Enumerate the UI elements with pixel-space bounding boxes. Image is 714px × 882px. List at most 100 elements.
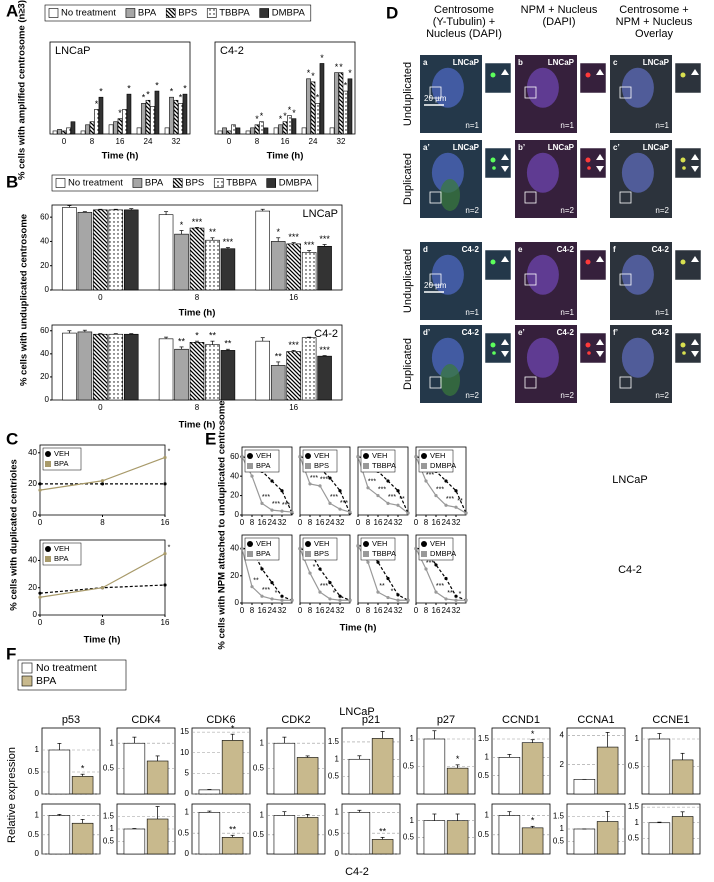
y-tick-label: 1.5 [103,812,115,821]
chart-title: CDK6 [206,714,235,726]
bar [154,90,160,135]
y-tick-label: 0.5 [178,828,190,837]
y-tick-label: 5 [185,768,190,777]
bar [61,130,67,135]
legend-swatch [45,451,51,457]
zoom-inset [674,249,702,281]
arrowhead [596,256,604,262]
point [308,571,312,575]
y-tick-label: 0 [35,789,40,798]
x-tick-label: 0 [356,606,361,615]
legend-box [51,174,319,192]
bar [164,127,170,135]
row-header: Duplicated [402,153,414,205]
x-tick-label: 16 [374,518,383,527]
significance: ** [457,498,463,505]
zoom-inset [484,147,512,179]
y-tick-label: 40 [230,471,239,480]
point [386,479,390,483]
bar [189,342,205,401]
significance: * [320,53,324,63]
bar [286,351,301,401]
cell-letter: d [423,245,428,254]
zoom-box [524,86,537,99]
point [100,586,105,590]
bar [315,103,320,135]
zoom-box [429,191,442,204]
legend-swatch [165,8,176,18]
point [386,576,390,581]
bar [70,121,76,135]
plot-frame [491,803,551,855]
point [376,560,380,564]
point [444,597,448,601]
nucleus [621,254,654,295]
y-tick-label: 1 [485,811,490,820]
legend-swatch [21,662,33,674]
plot-frame [266,803,326,855]
panel-letter: B [6,172,18,191]
bar [338,72,344,135]
significance: * [313,564,316,571]
point [454,505,458,509]
bar [245,130,251,135]
significance: *** [304,240,315,250]
point [356,455,360,459]
y-tick-label: 0.5 [253,830,265,839]
bar [348,812,371,855]
x-tick-label: 0 [240,606,245,615]
x-tick-label: 24 [384,606,393,615]
point [414,455,418,459]
significance: ** [178,336,186,346]
y-tick-label: 1.5 [478,734,490,743]
bar [573,779,596,795]
plot-frame [416,803,476,855]
significance: * [195,331,199,341]
bar [93,209,108,291]
legend-swatch [45,461,51,467]
y-tick-label: 0 [33,510,38,519]
legend-label: TBBPA [226,178,257,189]
arrowhead [691,256,699,262]
y-tick-label: 1 [260,811,265,820]
y-tick-label: 1.5 [628,802,640,811]
significance: * [183,84,187,94]
y-tick-label: 40 [28,448,37,457]
bar [117,118,123,135]
point [444,479,448,483]
significance: * [456,754,460,764]
bar [343,90,348,135]
legend-swatch [247,551,253,557]
point [270,597,274,601]
point [348,510,352,514]
y-tick-label: 0.5 [328,772,340,781]
bar [446,767,469,795]
panel-letter: E [205,429,216,448]
bar [671,759,694,795]
y-tick-label: 1 [35,745,40,754]
point [260,567,264,571]
significance: * [179,93,183,103]
point [318,567,322,571]
point [434,590,438,594]
cell-line: LNCaP [548,58,575,67]
bar [648,822,671,855]
x-tick-label: 0 [98,403,103,412]
x-tick-label: 16 [116,137,125,146]
bar [287,115,292,135]
bar [189,227,205,291]
cell-letter: a’ [423,143,430,152]
arrowhead [501,166,509,172]
zoom-box [619,86,632,99]
cell-line: C4-2 [557,328,575,337]
legend-box [42,447,82,471]
x-tick-label: 16 [374,606,383,615]
bar [174,348,189,401]
series-line [299,456,351,514]
significance: ** [229,825,237,835]
y-tick-label: 1 [410,816,415,825]
legend-swatch [247,453,253,459]
cell-count: n=1 [465,308,479,317]
cell-line: LNCaP [453,58,480,67]
y-tick-label: 20 [40,261,49,270]
